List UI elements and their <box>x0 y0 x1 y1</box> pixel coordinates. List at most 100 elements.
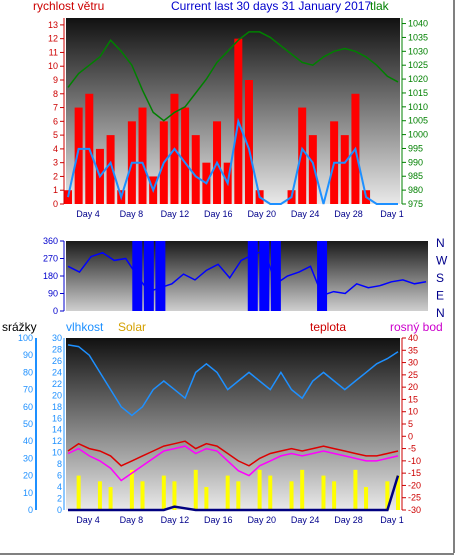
humidity-tick-label: 10 <box>52 448 62 458</box>
wind-x-tick-label: Day 4 <box>76 209 100 219</box>
gust-bar <box>191 135 200 204</box>
compass-label: W <box>436 254 448 268</box>
rain-tick-label: 40 <box>23 436 33 446</box>
rain-line <box>68 475 400 512</box>
solar-bar <box>129 469 134 510</box>
weather-x-tick-label: Day 16 <box>204 515 233 525</box>
solar-bar <box>353 469 358 510</box>
temperature-tick-label: 0 <box>408 431 413 441</box>
compass-label: N <box>436 306 445 320</box>
direction-block <box>143 241 154 311</box>
humidity-label: vlhkost <box>66 320 104 334</box>
weather-x-tick-label: Day 1 <box>380 515 404 525</box>
gust-bar <box>308 135 317 204</box>
humidity-tick-label: 8 <box>57 459 62 469</box>
pressure-label: tlak <box>370 0 390 13</box>
solar-bar <box>193 469 198 510</box>
pressure-tick-label: 1000 <box>408 130 428 140</box>
pressure-tick-label: 1030 <box>408 46 428 56</box>
wind-x-tick-label: Day 8 <box>120 209 144 219</box>
pressure-tick-label: 1035 <box>408 32 428 42</box>
temperature-label: teplota <box>310 320 346 334</box>
temperature-tick-label: 30 <box>408 358 418 368</box>
rain-tick-label: 80 <box>23 367 33 377</box>
chart-title: Current last 30 days 31 January 2017 <box>171 0 371 13</box>
pressure-tick-label: 1015 <box>408 88 428 98</box>
temperature-tick-label: 15 <box>408 394 418 404</box>
solar-bar <box>321 475 326 510</box>
humidity-tick-label: 2 <box>57 494 62 504</box>
pressure-line <box>67 31 399 122</box>
weather-x-tick-label: Day 20 <box>247 515 276 525</box>
pressure-tick-label: 1025 <box>408 60 428 70</box>
temperature-tick-label: 20 <box>408 382 418 392</box>
humidity-tick-label: 0 <box>57 505 62 515</box>
wind-x-tick-label: Day 12 <box>161 209 190 219</box>
wind-tick-label: 3 <box>53 158 58 168</box>
rain-tick-label: 10 <box>23 488 33 498</box>
rain-tick-label: 100 <box>18 333 33 343</box>
pressure-tick-label: 1020 <box>408 74 428 84</box>
direction-tick-label: 180 <box>43 271 58 281</box>
solar-bar <box>257 469 262 510</box>
wind-tick-label: 9 <box>53 75 58 85</box>
solar-bar <box>225 475 230 510</box>
temperature-tick-label: -5 <box>408 444 416 454</box>
gust-bar <box>138 107 147 204</box>
weather-x-tick-label: Day 24 <box>291 515 320 525</box>
weather-x-axis: Day 4 Day 8 Day 12 Day 16 Day 20 Day 24 Day 28… <box>76 515 404 525</box>
pressure-tick-label: 1040 <box>408 19 428 29</box>
direction-tick-label: 90 <box>48 289 58 299</box>
wind-x-tick-label: Day 28 <box>334 209 363 219</box>
humidity-tick-label: 14 <box>52 425 62 435</box>
pressure-tick-label: 975 <box>408 199 423 209</box>
humidity-tick-label: 16 <box>52 413 62 423</box>
direction-block <box>259 241 270 311</box>
humidity-tick-label: 18 <box>52 402 62 412</box>
dew-point-line <box>67 445 399 482</box>
wind-x-tick-label: Day 24 <box>291 209 320 219</box>
wind-tick-label: 10 <box>48 61 58 71</box>
temperature-tick-label: 40 <box>408 333 418 343</box>
weather-x-tick-label: Day 4 <box>76 515 100 525</box>
direction-tick-label: 270 <box>43 254 58 264</box>
wind-tick-label: 7 <box>53 103 58 113</box>
gust-bar <box>340 135 349 204</box>
pressure-tick-label: 985 <box>408 171 423 181</box>
rain-tick-label: 90 <box>23 350 33 360</box>
pressure-right-axis: 975 980 985 990 995 1000 1005 1010 1015 1020 1025 1… <box>401 18 428 209</box>
dew-point-label: rosný bod <box>390 320 443 334</box>
gust-bar <box>106 135 115 204</box>
rain-tick-label: 60 <box>23 402 33 412</box>
weather-plot-area <box>66 338 400 510</box>
pressure-tick-label: 1005 <box>408 116 428 126</box>
wind-speed-label: rychlost větru <box>33 0 104 13</box>
direction-block <box>270 241 281 311</box>
solar-bar <box>364 487 369 510</box>
gust-bar <box>298 107 307 204</box>
weather-x-tick-label: Day 8 <box>120 515 144 525</box>
humidity-line <box>67 344 399 417</box>
wind-tick-label: 1 <box>53 185 58 195</box>
solar-bar <box>161 475 166 510</box>
gust-bar <box>64 190 72 204</box>
temperature-tick-label: 25 <box>408 370 418 380</box>
humidity-tick-label: 6 <box>57 471 62 481</box>
direction-tick-label: 0 <box>53 306 58 316</box>
temperature-tick-label: -30 <box>408 505 421 515</box>
solar-bar <box>268 475 273 510</box>
wind-x-tick-label: Day 20 <box>247 209 276 219</box>
wind-tick-label: 5 <box>53 130 58 140</box>
solar-label: Solar <box>118 320 146 334</box>
solar-bar <box>385 481 390 510</box>
direction-block <box>247 241 258 311</box>
temperature-tick-label: 35 <box>408 345 418 355</box>
temperature-axis: -30 -25 -20 -15 -10 -5 0 5 10 15 20 25 30 35 40 <box>401 333 421 515</box>
wind-tick-label: 2 <box>53 171 58 181</box>
compass-label: E <box>436 289 444 303</box>
solar-bar <box>236 481 241 510</box>
